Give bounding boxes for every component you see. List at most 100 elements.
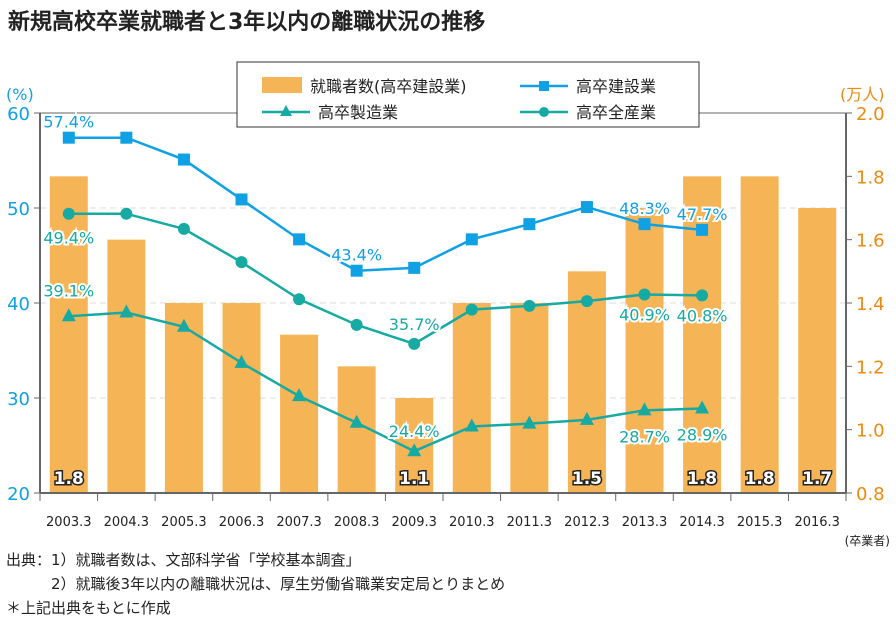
chart-title: 新規高校卒業就職者と3年以内の離職状況の推移	[8, 10, 486, 35]
series-marker-triangle	[234, 354, 249, 368]
series-marker-square	[696, 223, 709, 236]
series-data-label: 49.4%	[43, 229, 94, 248]
x-tick-label: 2016.3	[794, 515, 840, 530]
legend-label: 高卒建設業	[576, 77, 656, 96]
series-marker-circle	[177, 222, 190, 235]
series-marker-circle	[235, 256, 248, 269]
series-marker-triangle	[349, 414, 364, 428]
bar	[280, 334, 319, 493]
series-line	[68, 136, 703, 272]
bar	[49, 176, 88, 494]
y-tick-label-left: 20	[7, 484, 30, 505]
series-marker-circle	[350, 318, 363, 331]
series-marker-square	[465, 233, 478, 246]
series-marker-circle	[62, 207, 75, 220]
series-marker-circle	[465, 303, 478, 316]
series-data-label: 48.3%	[619, 199, 670, 218]
note-3: ＊上記出典をもとに作成	[6, 599, 171, 617]
series-marker-triangle	[695, 400, 710, 414]
bar	[798, 208, 837, 493]
series-marker-square	[120, 131, 133, 144]
series-marker-triangle	[579, 411, 594, 425]
series-marker-square	[177, 153, 190, 166]
x-tick-label: 2004.3	[104, 515, 150, 530]
x-axis-label: (卒業者)	[845, 534, 890, 548]
bar-data-label: 1.8	[745, 469, 775, 489]
legend-label: 高卒全産業	[576, 103, 656, 122]
series-marker-circle	[696, 289, 709, 302]
series-marker-triangle	[637, 402, 652, 416]
y-tick-label-right: 1.2	[856, 357, 885, 378]
series-marker-triangle	[464, 418, 479, 432]
y-tick-label-left: 40	[7, 294, 30, 315]
series-data-label: 40.8%	[677, 306, 728, 325]
series-marker-square	[580, 201, 593, 214]
y-axis-label-left: (%)	[6, 85, 34, 104]
series-data-label: 40.9%	[619, 305, 670, 324]
legend-swatch-bar	[262, 77, 302, 93]
note-1: 出典：1）就職者数は、文部科学省「学校基本調査」	[6, 551, 361, 569]
legend-marker-square	[539, 81, 549, 91]
chart-svg: 20 30 40 50 60 0.8 1.0 1.2 1.4 1.6 1.8 2.0 (%) (万人) 1.…	[6, 61, 890, 548]
series-marker-circle	[408, 337, 421, 350]
series-marker-square	[523, 218, 536, 231]
y-tick-label-left: 60	[7, 104, 30, 125]
series-data-label: 43.4%	[331, 246, 382, 265]
series-line	[68, 311, 703, 453]
series-marker-circle	[580, 295, 593, 308]
series-line	[68, 212, 703, 346]
series-marker-triangle	[407, 443, 422, 457]
bar-data-label: 1.7	[802, 469, 832, 489]
bar	[567, 271, 606, 493]
bar	[107, 239, 146, 493]
source-notes: 出典：1）就職者数は、文部科学省「学校基本調査」 2）就職後3年以内の離職状況は…	[6, 548, 505, 620]
bar-data-label: 1.8	[54, 469, 84, 489]
y-tick-label-left: 30	[7, 389, 30, 410]
series-marker-circle	[120, 207, 133, 220]
y-axis-label-right: (万人)	[840, 85, 885, 104]
series-data-label: 28.7%	[619, 427, 670, 446]
legend-marker-triangle	[280, 105, 292, 116]
x-tick-label: 2003.3	[46, 515, 92, 530]
legend-label: 就職者数(高卒建設業)	[310, 77, 467, 96]
series-marker-triangle	[176, 318, 191, 332]
y-tick-label-right: 1.4	[856, 294, 885, 315]
series-marker-square	[235, 193, 248, 206]
series-marker-circle	[523, 299, 536, 312]
x-tick-label: 2013.3	[622, 515, 668, 530]
series-data-label: 28.9%	[677, 425, 728, 444]
series-marker-square	[293, 233, 306, 246]
series-marker-square	[62, 131, 75, 144]
x-tick-label: 2009.3	[391, 515, 437, 530]
y-tick-label-left: 50	[7, 199, 30, 220]
series-marker-square	[638, 218, 651, 231]
y-tick-label-right: 1.6	[856, 231, 885, 252]
bar-data-label: 1.8	[687, 469, 717, 489]
y-tick-label-right: 1.0	[856, 421, 885, 442]
series-data-label: 24.4%	[389, 422, 440, 441]
series-marker-square	[408, 261, 421, 274]
bar	[740, 176, 779, 494]
x-tick-label: 2005.3	[161, 515, 207, 530]
series-data-label: 39.1%	[43, 281, 94, 300]
bar	[452, 303, 491, 493]
x-tick-label: 2011.3	[507, 515, 553, 530]
series-marker-circle	[638, 288, 651, 301]
x-tick-label: 2015.3	[737, 515, 783, 530]
bar-data-label: 1.5	[572, 469, 602, 489]
y-tick-label-right: 1.8	[856, 167, 885, 188]
series-data-label: 47.7%	[677, 205, 728, 224]
x-tick-label: 2010.3	[449, 515, 495, 530]
bar-data-label: 1.1	[399, 469, 429, 489]
x-tick-label: 2007.3	[276, 515, 322, 530]
x-tick-label: 2014.3	[679, 515, 725, 530]
y-tick-label-right: 0.8	[856, 484, 885, 505]
legend-label: 高卒製造業	[318, 103, 398, 122]
x-tick-label: 2006.3	[219, 515, 265, 530]
series-marker-triangle	[522, 415, 537, 429]
series-data-label: 35.7%	[389, 315, 440, 334]
note-2: 2）就職後3年以内の離職状況は、厚生労働省職業安定局とりまとめ	[6, 575, 506, 593]
series-marker-square	[350, 264, 363, 277]
bar	[510, 303, 549, 493]
y-tick-label-right: 2.0	[856, 104, 885, 125]
